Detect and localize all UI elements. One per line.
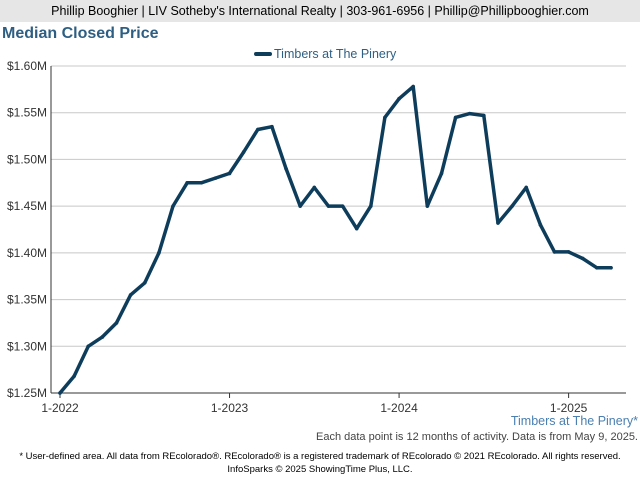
data-point bbox=[142, 280, 147, 285]
x-tick-label: 1-2022 bbox=[41, 401, 79, 415]
y-tick-label: $1.50M bbox=[7, 152, 47, 166]
data-point bbox=[411, 84, 416, 89]
data-point bbox=[58, 391, 62, 395]
data-point bbox=[397, 96, 401, 101]
data-point bbox=[510, 204, 514, 208]
y-tick-label: $1.55M bbox=[7, 106, 47, 120]
series-layer bbox=[58, 84, 613, 395]
data-point bbox=[580, 256, 585, 261]
data-point bbox=[114, 321, 119, 325]
legend-label: Timbers at The Pinery bbox=[274, 47, 397, 61]
series-line bbox=[58, 84, 613, 395]
data-point bbox=[482, 113, 486, 118]
data-point bbox=[270, 124, 274, 129]
x-tick-label: 1-2025 bbox=[550, 401, 588, 415]
data-point bbox=[128, 293, 133, 297]
data-point bbox=[383, 115, 387, 120]
data-point bbox=[326, 204, 331, 208]
data-point bbox=[284, 166, 288, 171]
data-point bbox=[538, 223, 543, 227]
y-tick-label: $1.45M bbox=[7, 199, 47, 213]
y-tick-label: $1.25M bbox=[7, 386, 47, 400]
data-point bbox=[467, 111, 472, 116]
y-tick-label: $1.60M bbox=[7, 59, 47, 73]
data-point bbox=[312, 185, 317, 190]
data-point bbox=[157, 251, 161, 255]
data-point bbox=[185, 180, 189, 185]
data-point bbox=[609, 266, 613, 270]
series-note: Timbers at The Pinery* bbox=[510, 414, 638, 428]
data-point bbox=[453, 115, 458, 120]
header-bar: Phillip Booghier | LIV Sotheby's Interna… bbox=[0, 0, 640, 22]
data-point bbox=[496, 221, 500, 225]
header-contact-text: Phillip Booghier | LIV Sotheby's Interna… bbox=[51, 4, 589, 18]
data-point bbox=[241, 150, 246, 154]
y-tick-label: $1.35M bbox=[7, 293, 47, 307]
data-point bbox=[439, 171, 444, 176]
data-point bbox=[566, 250, 571, 254]
legend[interactable]: Timbers at The Pinery bbox=[254, 47, 397, 61]
axis-layer: $1.25M $1.30M $1.35M $1.40M $1.45M $1.50M $1.5… bbox=[7, 59, 626, 415]
y-tick-label: $1.30M bbox=[7, 339, 47, 353]
data-point bbox=[100, 335, 105, 339]
chart-title: Median Closed Price bbox=[2, 25, 159, 42]
data-point bbox=[552, 250, 557, 254]
data-point bbox=[255, 127, 260, 132]
data-point bbox=[213, 176, 218, 180]
data-point bbox=[340, 204, 345, 208]
data-point bbox=[72, 374, 76, 378]
data-point bbox=[227, 171, 232, 176]
data-point bbox=[298, 204, 302, 208]
y-tick-label: $1.40M bbox=[7, 246, 47, 260]
data-point bbox=[86, 344, 91, 349]
data-point bbox=[425, 204, 430, 208]
copyright: InfoSparks © 2025 ShowingTime Plus, LLC. bbox=[227, 464, 413, 475]
data-point bbox=[171, 204, 175, 208]
data-point bbox=[595, 266, 599, 270]
data-point bbox=[354, 226, 359, 231]
x-tick-label: 1-2024 bbox=[380, 401, 418, 415]
data-point bbox=[199, 180, 204, 185]
data-point bbox=[369, 204, 373, 208]
activity-note: Each data point is 12 months of activity… bbox=[315, 431, 638, 443]
disclaimer: * User-defined area. All data from REcol… bbox=[19, 451, 621, 462]
data-point bbox=[524, 185, 529, 190]
x-tick-label: 1-2023 bbox=[211, 401, 249, 415]
